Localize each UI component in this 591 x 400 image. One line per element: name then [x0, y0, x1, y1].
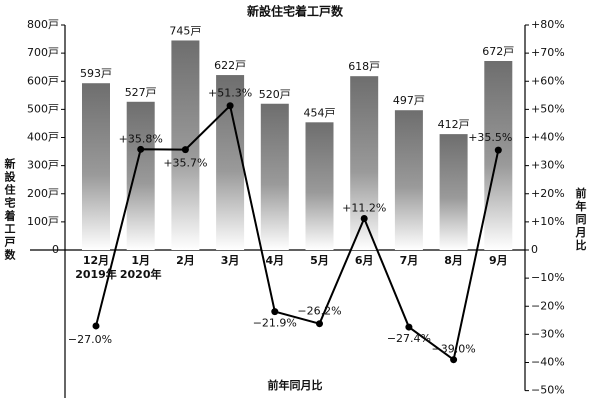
line-value-label: +11.2% [342, 202, 386, 215]
line-value-label: +51.3% [208, 87, 252, 100]
y2-tick-label: −50% [531, 384, 565, 397]
bar [82, 83, 110, 250]
y-tick-label: 0 [52, 243, 59, 256]
y2-tick-label: +40% [531, 131, 565, 144]
bar [305, 122, 334, 250]
line-point [316, 320, 323, 328]
bar-value-label: 454戸 [304, 106, 336, 119]
line-point [181, 146, 189, 154]
y-tick-label: 300戸 [27, 159, 59, 172]
x-tick-label: 6月 [355, 254, 374, 267]
x-tick-label: 4月 [265, 254, 284, 267]
y-tick-label: 800戸 [27, 18, 59, 31]
x-year-label: 2020年 [120, 267, 162, 281]
bar [171, 40, 200, 250]
y2-tick-label: +20% [531, 187, 565, 200]
x-tick-label: 9月 [489, 254, 508, 267]
chart-title: 新設住宅着工戸数 [247, 4, 344, 19]
x-tick-label: 2月 [176, 254, 195, 267]
bar [439, 134, 468, 250]
bar [484, 61, 513, 250]
line-value-label: −21.9% [253, 317, 297, 330]
y2-tick-label: −20% [531, 299, 565, 312]
bar-value-label: 745戸 [169, 24, 201, 37]
y2-tick-label: −40% [531, 356, 565, 369]
y2-tick-label: +10% [531, 215, 565, 228]
x-tick-label: 3月 [221, 254, 240, 267]
line-value-label: +35.8% [119, 132, 163, 145]
y-tick-label: 700戸 [27, 46, 59, 59]
y-tick-label: 500戸 [27, 102, 59, 115]
y2-tick-label: +50% [531, 102, 565, 115]
y-tick-label: 100戸 [27, 215, 59, 228]
bar-value-label: 622戸 [214, 59, 246, 72]
bar [394, 110, 423, 250]
bar-value-label: 618戸 [348, 60, 380, 73]
x-axis-label: 前年同月比 [268, 378, 323, 392]
bar [216, 75, 245, 250]
y2-tick-label: +70% [531, 46, 565, 59]
x-tick-label: 12月 [83, 254, 109, 267]
line [95, 103, 500, 362]
line-point [494, 146, 502, 154]
bar-value-label: 593戸 [80, 67, 112, 80]
line-point [137, 145, 145, 153]
y-tick-label: 400戸 [27, 131, 59, 144]
line-point [360, 215, 368, 222]
y2-tick-label: +60% [531, 74, 565, 87]
bar-value-label: 520戸 [259, 88, 291, 101]
y2-tick-label: −10% [531, 271, 565, 284]
bar-value-label: 412戸 [438, 118, 470, 131]
line-value-label: −27.0% [68, 333, 112, 346]
x-tick-label: 5月 [310, 254, 329, 267]
x-tick-label: 7月 [400, 254, 419, 267]
line-point [226, 102, 234, 110]
bar [126, 101, 155, 250]
line-value-label: −27.4% [387, 332, 431, 345]
bar-value-label: 672戸 [482, 45, 514, 58]
line-value-label: −26.2% [297, 305, 341, 318]
x-year-label: 2019年 [75, 267, 117, 281]
x-tick-label: 8月 [444, 254, 463, 267]
y-tick-label: 200戸 [27, 187, 59, 200]
line-point [450, 356, 458, 364]
line-point [92, 322, 100, 330]
line-value-label: −39.0% [432, 343, 476, 356]
line-point [271, 308, 279, 316]
line-value-label: +35.5% [468, 131, 512, 144]
y2-tick-label: 0 [531, 243, 538, 256]
y2-axis-label: 前年同月比 [575, 186, 587, 252]
bar [350, 76, 379, 250]
y2-tick-label: −30% [531, 327, 565, 340]
y-axis-label: 新設住宅着工戸数 [4, 157, 17, 262]
bar-value-label: 527戸 [125, 86, 157, 99]
y2-tick-label: +30% [531, 159, 565, 172]
y2-tick-label: +80% [531, 18, 565, 31]
bar [260, 103, 289, 250]
line-point [405, 323, 413, 331]
x-tick-label: 1月 [131, 254, 150, 267]
y-tick-label: 600戸 [27, 74, 59, 87]
bar-value-label: 497戸 [393, 94, 425, 107]
line-value-label: +35.7% [163, 157, 207, 170]
